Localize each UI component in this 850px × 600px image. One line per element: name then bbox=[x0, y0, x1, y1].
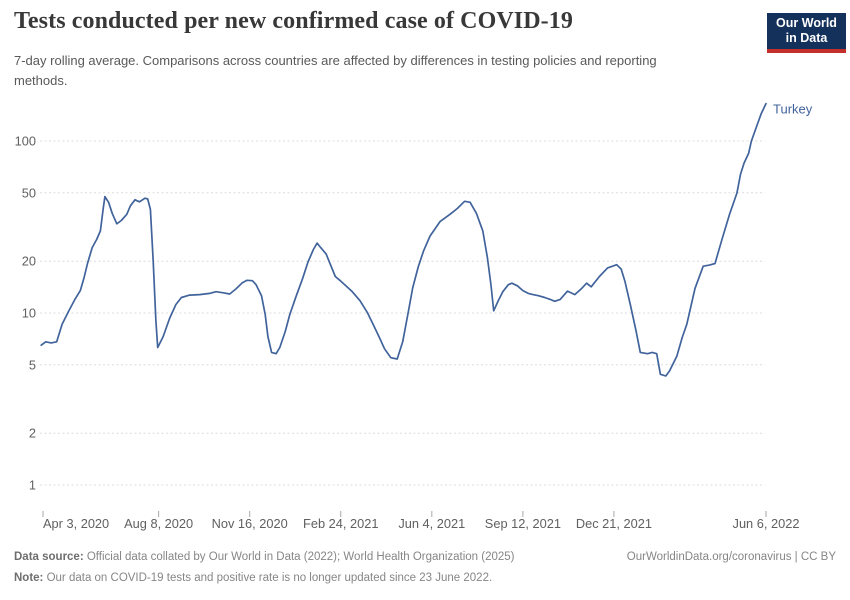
x-axis-tick-label: Aug 8, 2020 bbox=[124, 516, 193, 531]
owid-coronavirus-link[interactable]: OurWorldinData.org/coronavirus | CC BY bbox=[626, 551, 836, 563]
note-label: Note: bbox=[14, 571, 44, 584]
data-line-turkey[interactable] bbox=[40, 102, 767, 377]
y-axis-tick-label: 1 bbox=[29, 478, 36, 493]
owid-logo-line2: in Data bbox=[785, 31, 828, 45]
y-axis-tick-label: 20 bbox=[22, 254, 36, 269]
owid-logo[interactable]: Our World in Data bbox=[767, 13, 846, 53]
x-axis-tick-label: Jun 4, 2021 bbox=[398, 516, 465, 531]
y-axis-tick-label: 5 bbox=[29, 357, 36, 372]
data-source-label: Data source: bbox=[14, 551, 84, 563]
x-axis-tick-label: Feb 24, 2021 bbox=[303, 516, 378, 531]
y-axis-tick-label: 2 bbox=[29, 426, 36, 441]
x-axis-tick-label: Dec 21, 2021 bbox=[576, 516, 652, 531]
chart-footer: Data source: Official data collated by O… bbox=[14, 547, 836, 588]
x-axis-tick-label: Nov 16, 2020 bbox=[212, 516, 288, 531]
note-text: Note: Our data on COVID-19 tests and pos… bbox=[14, 571, 493, 584]
series-label-turkey: Turkey bbox=[773, 102, 813, 117]
y-axis-tick-label: 50 bbox=[22, 185, 36, 200]
x-axis-tick-label: Sep 12, 2021 bbox=[485, 516, 561, 531]
x-axis-tick-label: Jun 6, 2022 bbox=[733, 516, 800, 531]
chart-subtitle: 7-day rolling average. Comparisons acros… bbox=[14, 53, 657, 88]
data-source-text: Data source: Official data collated by O… bbox=[14, 551, 515, 563]
owid-logo-line1: Our World bbox=[776, 15, 837, 30]
chart-title: Tests conducted per new confirmed case o… bbox=[14, 8, 573, 34]
y-axis-tick-label: 100 bbox=[15, 134, 36, 149]
x-axis-tick-label: Apr 3, 2020 bbox=[43, 516, 109, 531]
y-axis-tick-label: 10 bbox=[22, 306, 36, 321]
